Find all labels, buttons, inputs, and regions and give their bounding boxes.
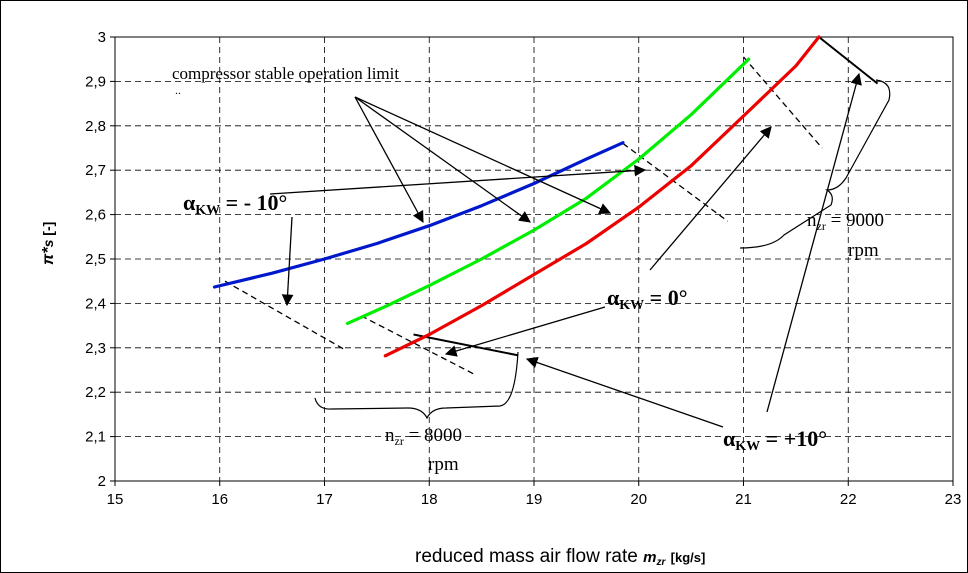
constant-speed-lines <box>224 36 879 376</box>
arrow-limit-blue <box>354 96 424 224</box>
n8000-rpm: rpm <box>428 454 459 475</box>
y-tick-label: 2,6 <box>85 207 106 224</box>
x-tick-label: 20 <box>630 491 647 508</box>
n8000-label: nzr = 8000 <box>385 425 462 448</box>
y-tick-label: 2,8 <box>85 118 106 135</box>
arrow-limit-green <box>354 96 531 223</box>
y-axis-label: π*s [-] <box>40 222 57 265</box>
x-tick-label: 17 <box>316 491 333 508</box>
y-tick-label: 2,4 <box>85 295 106 312</box>
y-tick-label: 2,2 <box>85 384 106 401</box>
speed-line-1 <box>360 315 477 376</box>
stability-limit-label: compressor stable operation limit <box>172 64 399 83</box>
y-tick-label: 2,5 <box>85 251 106 268</box>
x-tick-label: 21 <box>735 491 752 508</box>
alpha-plus10-label: αKW = +10° <box>723 426 827 454</box>
annotation-arrows <box>269 72 862 428</box>
speed-line-3 <box>743 56 823 149</box>
speed-line-5 <box>818 36 879 85</box>
arrow-alpha0-9000 <box>649 126 772 271</box>
arrow-limit-red <box>354 96 612 214</box>
speed-line-0 <box>224 280 346 351</box>
n9000-label: nzr = 9000 <box>807 210 884 233</box>
x-tick-label: 16 <box>211 491 228 508</box>
x-tick-label: 22 <box>840 491 857 508</box>
x-tick-label: 23 <box>945 491 962 508</box>
y-tick-label: 2,3 <box>85 340 106 357</box>
arrow-alpha-minus10-8000 <box>281 216 294 307</box>
n9000-rpm: rpm <box>848 240 879 261</box>
x-tick-label: 19 <box>526 491 543 508</box>
y-tick-label: 3 <box>98 29 106 46</box>
y-tick-label: 2,9 <box>85 73 106 90</box>
arrow-alpha10-9000 <box>766 72 862 413</box>
arrow-alpha0-8000 <box>444 306 606 357</box>
y-tick-label: 2,1 <box>85 429 106 446</box>
series-line-2 <box>383 35 821 358</box>
y-tick-label: 2,7 <box>85 162 106 179</box>
x-axis-label: reduced mass air flow rate mzr [kg/s] <box>415 546 705 568</box>
x-tick-label: 18 <box>421 491 438 508</box>
brace-9000 <box>739 79 891 249</box>
y-tick-label: 2 <box>98 473 106 490</box>
alpha-0-label: αKW = 0° <box>607 285 688 313</box>
series-line-1 <box>345 57 751 325</box>
x-ticks: 15 16 17 18 19 20 21 22 23 <box>107 481 962 508</box>
y-ticks: 2 2,1 2,2 2,3 2,4 2,5 2,6 2,7 2,8 2,9 3 <box>85 29 115 490</box>
speed-line-4 <box>413 333 519 357</box>
arrow-alpha-minus10-9000 <box>269 164 647 195</box>
brace-8000 <box>314 351 519 420</box>
x-tick-label: 15 <box>107 491 124 508</box>
stray-mark: .. <box>175 83 181 97</box>
alpha-minus10-label: αKW = - 10° <box>183 190 287 218</box>
arrow-alpha10-8000 <box>525 356 724 428</box>
